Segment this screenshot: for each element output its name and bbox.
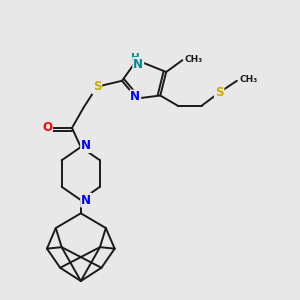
Text: N: N <box>81 194 91 207</box>
Text: H: H <box>131 53 140 63</box>
Text: S: S <box>93 80 101 93</box>
Text: N: N <box>130 91 140 103</box>
Text: N: N <box>133 58 143 71</box>
Text: N: N <box>81 139 91 152</box>
Text: O: O <box>42 122 52 134</box>
Text: CH₃: CH₃ <box>239 75 257 84</box>
Text: CH₃: CH₃ <box>185 55 203 64</box>
Text: S: S <box>215 86 224 99</box>
